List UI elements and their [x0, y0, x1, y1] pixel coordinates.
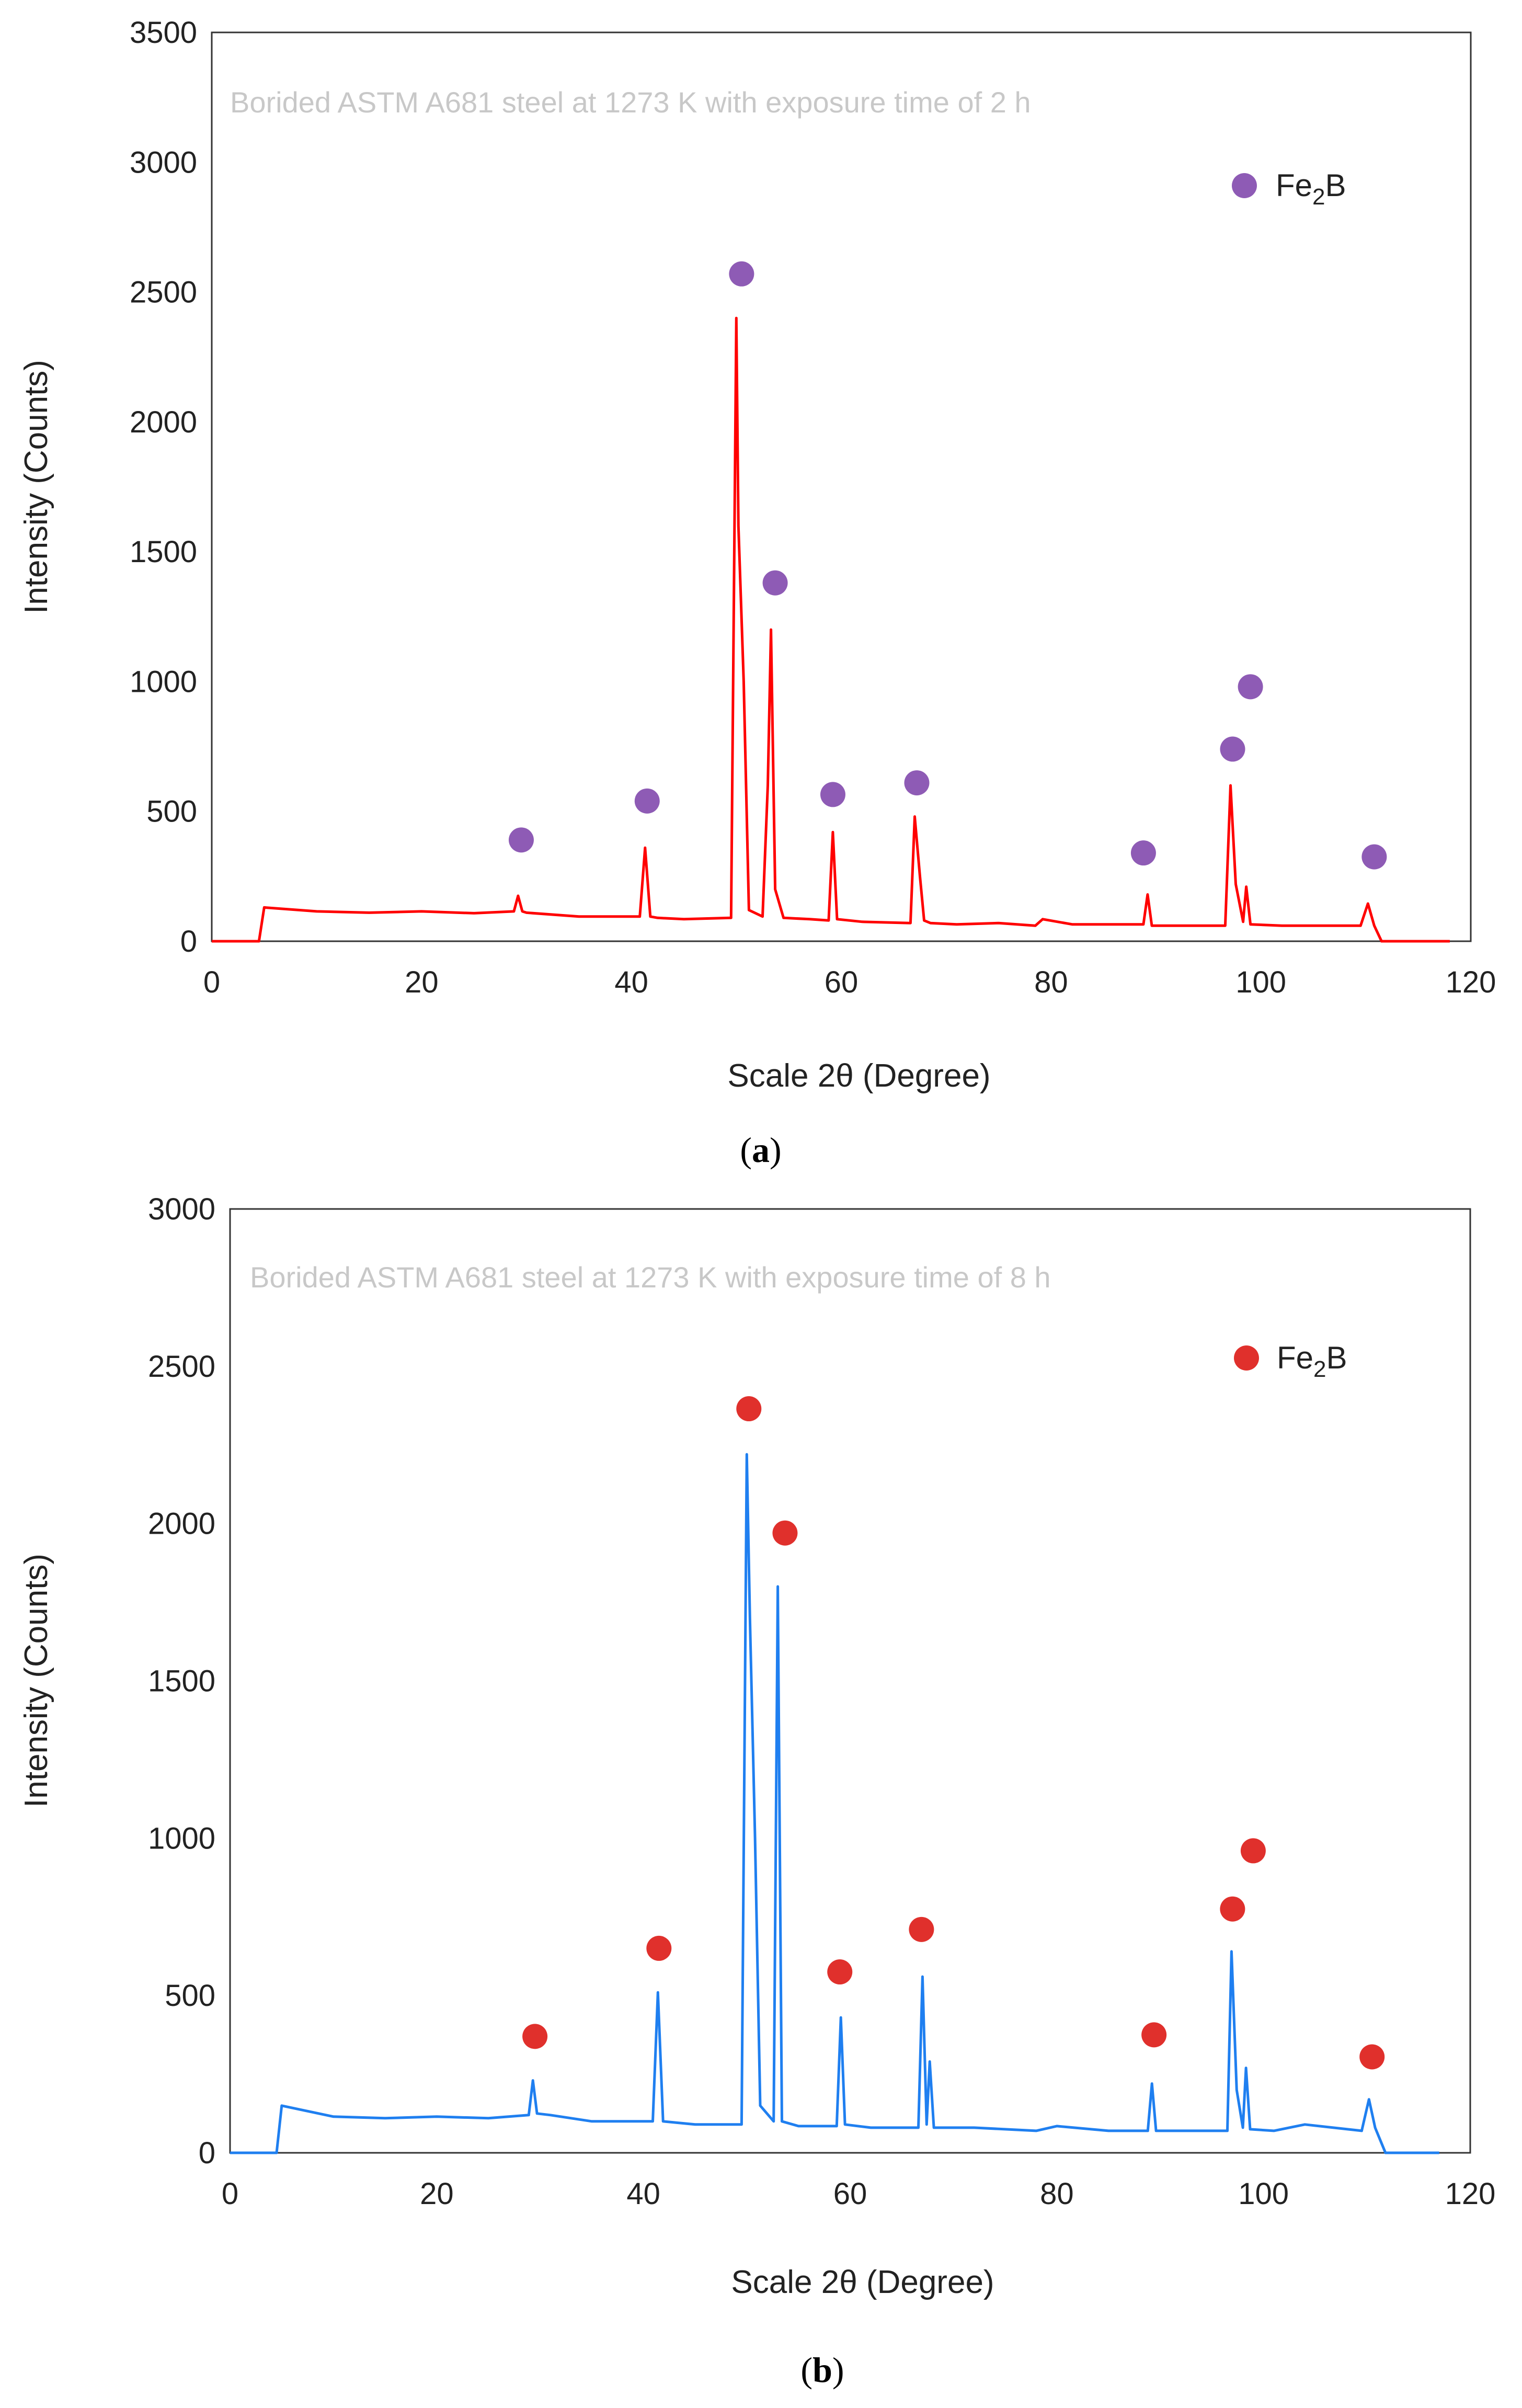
y-tick-label-a-7: 3500: [130, 16, 197, 50]
fe2b-marker-b-9: [1359, 2044, 1385, 2070]
y-tick-label-b-5: 2500: [148, 1350, 215, 1384]
y-tick-label-a-2: 1000: [130, 665, 197, 699]
legend-a: Fe2B: [1232, 168, 1346, 210]
x-tick-label-b-0: 0: [222, 2177, 238, 2211]
fe2b-marker-b-4: [827, 1959, 853, 1985]
y-tick-label-a-1: 500: [146, 795, 197, 829]
x-tick-label-a-3: 60: [825, 965, 859, 999]
chart-panel-b: 0 500 1000 1500 2000 2500 3000 0 20 40 60 80 100 120…: [18, 1192, 1495, 2390]
legend-label-main-a: Fe: [1276, 168, 1312, 203]
caption-a-letter: a: [752, 1130, 770, 1170]
legend-b: Fe2B: [1234, 1340, 1347, 1382]
y-tick-label-a-4: 2000: [130, 405, 197, 439]
x-tick-label-a-4: 80: [1034, 965, 1068, 999]
caption-b-open: (: [800, 2350, 813, 2390]
fe2b-marker-b-7: [1220, 1896, 1245, 1922]
legend-label-b: Fe2B: [1277, 1340, 1347, 1382]
x-tick-label-a-2: 40: [614, 965, 648, 999]
fe2b-marker-a-4: [820, 782, 845, 807]
legend-label-a: Fe2B: [1276, 168, 1346, 210]
fe2b-marker-b-1: [646, 1935, 672, 1961]
fe2b-marker-b-0: [522, 2024, 548, 2049]
y-tick-label-b-6: 3000: [148, 1192, 215, 1226]
x-tick-label-a-0: 0: [203, 965, 220, 999]
y-tick-label-b-0: 0: [199, 2136, 215, 2170]
caption-a-open: (: [740, 1130, 752, 1170]
xrd-line-b: [230, 1453, 1439, 2154]
x-tick-label-a-6: 120: [1446, 965, 1496, 999]
legend-label-sub-a: 2: [1312, 184, 1325, 210]
legend-label-tail-a: B: [1325, 168, 1346, 203]
x-tick-label-b-1: 20: [420, 2177, 454, 2211]
plot-frame-a: [211, 31, 1472, 942]
legend-marker-b: [1234, 1345, 1259, 1371]
fe2b-marker-a-2: [729, 261, 754, 287]
plot-frame-b: [229, 1208, 1471, 2154]
x-axis-label-b: Scale 2θ (Degree): [731, 2264, 994, 2300]
fe2b-marker-a-3: [762, 570, 788, 596]
x-tick-label-b-3: 60: [833, 2177, 867, 2211]
fe2b-marker-a-6: [1130, 840, 1156, 866]
x-tick-label-a-1: 20: [405, 965, 439, 999]
fe2b-marker-b-3: [772, 1520, 798, 1546]
chart-panel-a: 0 500 1000 1500 2000 2500 3000 3500 0 20 40 60 80 10…: [18, 16, 1496, 1170]
inner-title-b: Borided ASTM A681 steel at 1273 K with e…: [250, 1261, 1051, 1294]
fe2b-marker-b-5: [909, 1916, 934, 1942]
fe2b-marker-a-7: [1220, 736, 1245, 762]
y-tick-label-a-6: 3000: [130, 145, 197, 179]
inner-title-a: Borided ASTM A681 steel at 1273 K with e…: [230, 86, 1031, 119]
fe2b-marker-a-9: [1361, 844, 1387, 870]
y-tick-label-a-5: 2500: [130, 276, 197, 310]
y-ticks-a: 0 500 1000 1500 2000 2500 3000 3500: [130, 16, 197, 958]
caption-b-close: ): [832, 2350, 844, 2390]
x-ticks-b: 0 20 40 60 80 100 120: [222, 2177, 1496, 2211]
x-ticks-a: 0 20 40 60 80 100 120: [203, 965, 1496, 999]
x-tick-label-b-4: 80: [1040, 2177, 1074, 2211]
fe2b-marker-a-0: [508, 827, 534, 853]
fe2b-markers-a: [508, 261, 1387, 870]
y-axis-label-a: Intensity (Counts): [18, 360, 54, 614]
caption-b: (b): [800, 2350, 844, 2390]
y-tick-label-b-3: 1500: [148, 1664, 215, 1698]
legend-marker-a: [1232, 173, 1257, 198]
y-tick-label-b-4: 2000: [148, 1507, 215, 1541]
legend-label-tail-b: B: [1326, 1340, 1347, 1375]
fe2b-markers-b: [522, 1396, 1385, 2070]
y-tick-label-b-1: 500: [165, 1979, 215, 2013]
x-tick-label-b-2: 40: [626, 2177, 660, 2211]
fe2b-marker-a-5: [904, 770, 930, 796]
x-axis-label-a: Scale 2θ (Degree): [727, 1058, 990, 1094]
xrd-line-a: [212, 316, 1450, 943]
y-tick-label-a-3: 1500: [130, 535, 197, 569]
fe2b-marker-b-2: [736, 1396, 762, 1422]
x-tick-label-b-5: 100: [1238, 2177, 1289, 2211]
y-tick-label-b-2: 1000: [148, 1821, 215, 1855]
x-tick-label-a-5: 100: [1235, 965, 1286, 999]
caption-b-letter: b: [813, 2350, 832, 2390]
caption-a-close: ): [770, 1130, 782, 1170]
legend-label-main-b: Fe: [1277, 1340, 1313, 1375]
fe2b-marker-a-8: [1238, 674, 1263, 700]
fe2b-marker-a-1: [634, 788, 660, 814]
x-tick-label-b-6: 120: [1445, 2177, 1496, 2211]
y-ticks-b: 0 500 1000 1500 2000 2500 3000: [148, 1192, 215, 2170]
fe2b-marker-b-8: [1240, 1838, 1266, 1864]
y-axis-label-b: Intensity (Counts): [18, 1554, 54, 1808]
caption-a: (a): [740, 1130, 781, 1170]
y-tick-label-a-0: 0: [180, 925, 197, 958]
fe2b-marker-b-6: [1141, 2022, 1167, 2048]
legend-label-sub-b: 2: [1313, 1356, 1326, 1382]
